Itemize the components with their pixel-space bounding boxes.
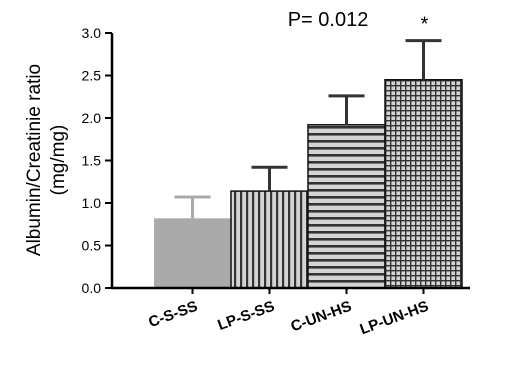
error-bars: [174, 39, 442, 219]
error-bar-lp-s-ss: [251, 165, 288, 192]
x-tick-label: C-UN-HS: [289, 298, 354, 336]
error-bar-lp-un-hs: [405, 39, 442, 80]
p-value-label: P= 0.012: [288, 9, 369, 31]
bar-c-un-hs: [307, 124, 386, 289]
x-tick-label: LP-S-SS: [215, 298, 276, 334]
x-tick-label: C-S-SS: [146, 298, 200, 331]
bars: [154, 79, 463, 289]
annotations: *: [421, 14, 429, 36]
y-ticks: 0.0 0.5 1.0 1.5 2.0 2.5 3.0: [82, 25, 112, 296]
y-axis-label: Albumin/Creatinie ratio (mg/mg): [24, 64, 69, 256]
error-bar-c-un-hs: [328, 94, 365, 125]
y-tick-label: 2.0: [82, 110, 102, 126]
error-bar-c-s-ss: [174, 195, 211, 219]
y-axis-label-line1: Albumin/Creatinie ratio: [24, 64, 45, 256]
y-tick-label: 0.0: [82, 280, 102, 296]
bar-lp-un-hs: [384, 79, 463, 289]
bar-c-s-ss: [154, 218, 231, 288]
y-axis-label-line2: (mg/mg): [48, 125, 69, 196]
x-tick-label: LP-UN-HS: [358, 298, 431, 338]
y-tick-label: 1.5: [82, 153, 102, 169]
y-tick-label: 3.0: [82, 25, 102, 41]
significance-marker: *: [421, 14, 429, 36]
bar-lp-s-ss: [230, 190, 309, 289]
y-tick-label: 0.5: [82, 238, 102, 254]
y-tick-label: 1.0: [82, 195, 102, 211]
x-ticks: C-S-SS LP-S-SS C-UN-HS LP-UN-HS: [146, 298, 431, 338]
y-tick-label: 2.5: [82, 68, 102, 84]
